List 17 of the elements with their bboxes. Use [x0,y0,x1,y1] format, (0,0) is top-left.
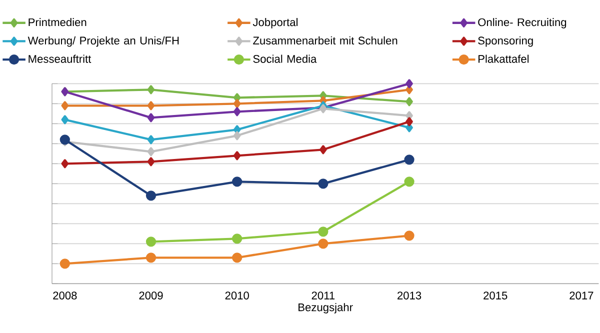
x-tick-label: 2008 [53,292,77,300]
legend-label: Werbung/ Projekte an Unis/FH [28,36,179,47]
legend-label: Printmedien [28,18,86,26]
x-tick-label: 2013 [398,292,422,300]
legend-label: Jobportal [252,18,298,28]
legend-label: Plakattafel [478,54,529,63]
x-axis-title: Bezugsjahr [298,303,353,314]
x-tick-label: 2017 [570,292,594,300]
x-tick-label: 2009 [139,292,163,300]
legend-label: Zusammenarbeit mit Schulen [253,36,398,44]
legend-label: Sponsoring [478,36,533,47]
legend-label: Online- Recruiting [478,18,566,28]
x-tick-label: 2011 [312,292,335,300]
legend-label: Social Media [253,54,317,63]
x-tick-label: 2010 [225,292,249,300]
legend-label: Messeauftritt [28,54,92,63]
x-tick-label: 2015 [484,292,508,300]
